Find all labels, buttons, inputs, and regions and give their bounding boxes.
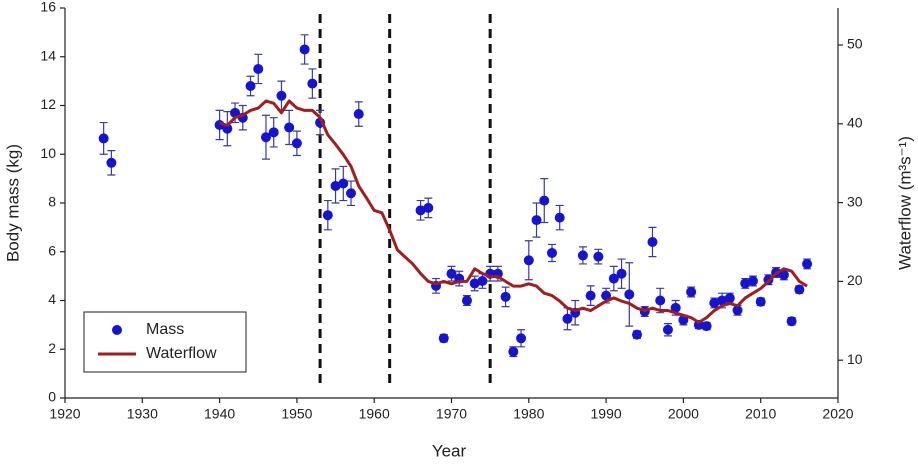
x-tick-label: 2000 — [668, 406, 699, 422]
mass-point — [608, 273, 619, 284]
mass-point — [260, 132, 271, 143]
y-tick-label: 6 — [48, 242, 56, 258]
mass-point — [662, 324, 673, 335]
mass-point — [732, 305, 743, 316]
mass-point — [562, 313, 573, 324]
x-tick-label: 1990 — [591, 406, 622, 422]
mass-point — [778, 269, 789, 280]
mass-point — [322, 210, 333, 221]
mass-point — [624, 289, 635, 300]
x-tick-label: 1920 — [49, 406, 80, 422]
x-axis-label: Year — [432, 441, 467, 460]
mass-point — [632, 329, 643, 340]
mass-point — [539, 195, 550, 206]
mass-point — [531, 215, 542, 226]
mass-point — [307, 78, 318, 89]
mass-point — [786, 316, 797, 327]
mass-point — [284, 122, 295, 133]
waterflow-line — [219, 99, 808, 324]
y-tick-label: 10 — [40, 145, 56, 161]
mass-point — [670, 302, 681, 313]
mass-point — [438, 333, 449, 344]
mass-point — [516, 333, 527, 344]
mass-point — [330, 180, 341, 191]
mass-point — [686, 286, 697, 297]
mass-point — [724, 293, 735, 304]
y-axis-label: Body mass (kg) — [3, 144, 22, 262]
mass-point — [477, 276, 488, 286]
mass-point — [346, 188, 357, 199]
mass-point — [500, 291, 511, 302]
y-tick-label: 2 — [48, 340, 56, 356]
mass-point — [353, 109, 364, 120]
x-tick-label: 1980 — [513, 406, 544, 422]
mass-point — [647, 237, 658, 247]
y-tick-label: 4 — [48, 291, 56, 307]
mass-point — [709, 297, 720, 308]
x-tick-label: 2020 — [822, 406, 853, 422]
y-tick-label: 14 — [40, 47, 56, 63]
mass-point — [717, 295, 728, 306]
mass-point — [461, 295, 472, 306]
x-tick-label: 1940 — [204, 406, 235, 422]
mass-point — [747, 276, 758, 286]
mass-point — [98, 133, 109, 144]
mass-point — [794, 284, 805, 295]
mass-point — [106, 157, 117, 168]
mass-point — [276, 90, 287, 101]
mass-point — [593, 251, 604, 262]
mass-point — [338, 178, 349, 189]
mass-point — [523, 255, 534, 266]
y-tick-label: 8 — [48, 194, 56, 210]
mass-point — [755, 296, 766, 307]
y-tick-label: 16 — [40, 0, 56, 15]
y2-tick-label: 30 — [847, 193, 863, 209]
legend-label: Waterflow — [146, 345, 217, 362]
mass-point — [299, 44, 310, 55]
x-tick-label: 1950 — [281, 406, 312, 422]
mass-point — [601, 290, 612, 301]
x-tick-label: 1960 — [359, 406, 390, 422]
mass-point — [291, 138, 302, 149]
x-tick-label: 1930 — [127, 406, 158, 422]
y2-tick-label: 50 — [847, 36, 863, 52]
legend-label: Mass — [146, 321, 184, 338]
mass-point — [802, 258, 813, 269]
x-tick-label: 2010 — [745, 406, 776, 422]
mass-point — [740, 278, 751, 289]
mass-point — [585, 290, 596, 301]
x-tick-label: 1970 — [436, 406, 467, 422]
mass-point — [577, 250, 588, 261]
mass-point — [701, 321, 712, 332]
mass-point — [508, 346, 519, 357]
mass-point — [268, 127, 279, 138]
mass-point — [245, 81, 256, 91]
mass-point — [253, 63, 264, 74]
y2-axis-label: Waterflow (m³s⁻¹) — [895, 136, 914, 270]
mass-point — [546, 247, 557, 258]
y2-tick-label: 40 — [847, 115, 863, 131]
mass-point — [415, 205, 426, 216]
mass-point — [469, 278, 480, 289]
mass-point — [554, 212, 565, 223]
mass-point — [446, 268, 457, 279]
y2-tick-label: 10 — [847, 351, 863, 367]
mass-point — [616, 268, 627, 279]
legend-swatch — [112, 325, 122, 335]
mass-point — [655, 295, 666, 306]
y-tick-label: 12 — [40, 96, 56, 112]
y2-tick-label: 20 — [847, 272, 863, 288]
mass-point — [423, 202, 434, 213]
legend-box — [83, 311, 247, 373]
y-tick-label: 0 — [48, 389, 56, 405]
